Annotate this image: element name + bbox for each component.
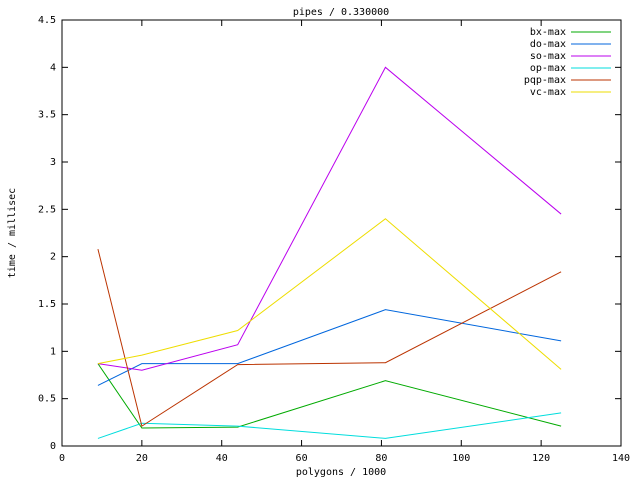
y-tick-label: 2 — [50, 252, 56, 263]
x-axis-label: polygons / 1000 — [296, 467, 386, 478]
x-tick-label: 0 — [59, 453, 65, 464]
x-tick-label: 60 — [296, 453, 308, 464]
x-tick-label: 140 — [612, 453, 630, 464]
line-series — [97, 412, 562, 439]
line-series — [97, 66, 562, 371]
y-tick-label: 0.5 — [38, 394, 56, 405]
y-tick-label: 3 — [50, 157, 56, 168]
legend-label: do-max — [530, 39, 566, 50]
y-tick-label: 1 — [50, 346, 56, 357]
chart-title: pipes / 0.330000 — [293, 7, 389, 18]
x-tick-label: 40 — [216, 453, 228, 464]
y-tick-label: 4.5 — [38, 15, 56, 26]
x-tick-label: 120 — [532, 453, 550, 464]
legend-label: bx-max — [530, 27, 566, 38]
line-series — [97, 248, 562, 427]
plot-border — [61, 19, 622, 447]
y-axis-label: time / millisec — [7, 188, 18, 278]
x-tick-label: 20 — [136, 453, 148, 464]
line-series — [97, 309, 562, 386]
y-tick-label: 0 — [50, 441, 56, 452]
legend-label: op-max — [530, 63, 566, 74]
x-tick-label: 100 — [452, 453, 470, 464]
y-tick-label: 1.5 — [38, 299, 56, 310]
y-tick-label: 4 — [50, 62, 56, 73]
legend-label: so-max — [530, 51, 566, 62]
y-tick-label: 3.5 — [38, 110, 56, 121]
y-tick-label: 2.5 — [38, 204, 56, 215]
line-series — [97, 363, 562, 429]
x-tick-label: 80 — [375, 453, 387, 464]
legend-label: pqp-max — [524, 75, 566, 86]
legend-label: vc-max — [530, 87, 566, 98]
line-series — [97, 218, 562, 370]
